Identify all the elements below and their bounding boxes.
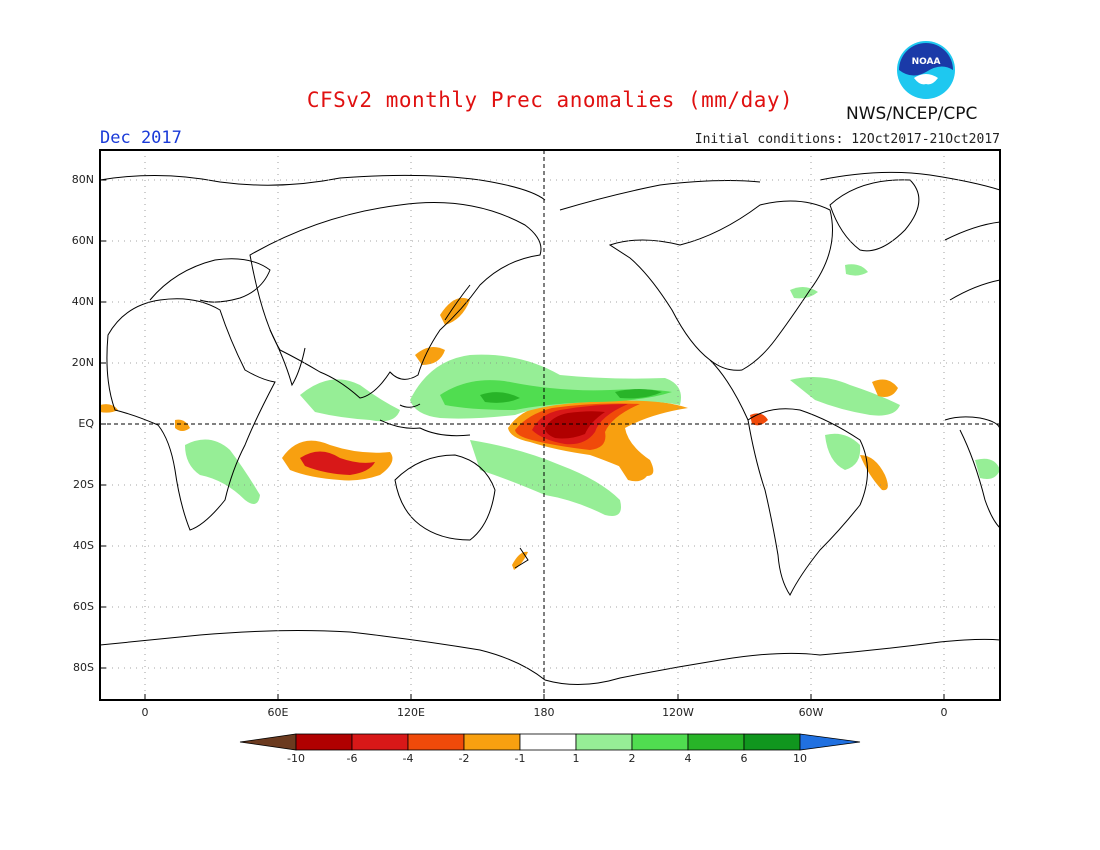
lon-label-0-west: 0 xyxy=(141,706,149,719)
agency-label: NWS/NCEP/CPC xyxy=(846,104,978,124)
noaa-logo: NOAA xyxy=(897,41,955,99)
anomaly-fields xyxy=(100,264,1000,570)
lat-label-eq: EQ xyxy=(78,417,94,430)
lon-label-60e: 60E xyxy=(267,706,289,719)
colorbar-label: 4 xyxy=(684,752,692,765)
map-title: CFSv2 monthly Prec anomalies (mm/day) xyxy=(306,88,794,112)
map-frame xyxy=(99,149,1001,701)
pacific-dry-center xyxy=(545,411,605,439)
indian-ocean-dry-core xyxy=(300,451,375,475)
south-pacific-dry xyxy=(615,458,650,482)
colorbar-label: 2 xyxy=(628,752,636,765)
colorbar-swatch-7 xyxy=(631,733,689,751)
coastlines xyxy=(99,171,1001,686)
initial-conditions: Initial conditions: 12Oct2017-21Oct2017 xyxy=(694,132,1000,147)
nz-dry xyxy=(512,551,528,570)
colorbar-swatch-4 xyxy=(463,733,521,751)
forecast-month: Dec 2017 xyxy=(100,128,182,148)
colorbar-label: 10 xyxy=(793,752,807,765)
africa-wet xyxy=(185,439,260,504)
atlantic-wet xyxy=(790,376,900,416)
colorbar-swatch-5 xyxy=(519,733,577,751)
europe-wet xyxy=(790,286,818,299)
lat-label-40s: 40S xyxy=(73,539,94,552)
west-pacific-wet-peak xyxy=(480,392,520,403)
lon-label-180: 180 xyxy=(533,706,555,719)
colorbar-swatch-gt-10 xyxy=(799,733,861,751)
west-africa-wet xyxy=(975,458,1000,479)
colorbar-swatch-3 xyxy=(407,733,465,751)
colorbar-swatch-9 xyxy=(743,733,801,751)
colorbar-swatch-6 xyxy=(575,733,633,751)
colorbar-label: -10 xyxy=(287,752,305,765)
colorbar xyxy=(239,733,861,751)
colorbar-swatch-8 xyxy=(687,733,745,751)
lat-label-60n: 60N xyxy=(71,234,94,247)
colorbar-label: 1 xyxy=(572,752,580,765)
central-pacific-wet-peak xyxy=(615,389,662,399)
lat-label-20n: 20N xyxy=(71,356,94,369)
atlantic-dry xyxy=(872,379,898,397)
lat-label-40n: 40N xyxy=(71,295,94,308)
lat-label-60s: 60S xyxy=(73,600,94,613)
japan-dry xyxy=(440,297,470,325)
colorbar-swatch-lt-10 xyxy=(239,733,297,751)
gulf-guinea-dry xyxy=(100,404,118,413)
colorbar-label: 6 xyxy=(740,752,748,765)
lat-label-80n: 80N xyxy=(71,173,94,186)
colorbar-label: -2 xyxy=(458,752,470,765)
lon-label-60w: 60W xyxy=(798,706,824,719)
lat-label-20s: 20S xyxy=(73,478,94,491)
graticule xyxy=(100,150,1000,700)
colorbar-label: -6 xyxy=(346,752,358,765)
lon-label-0-east: 0 xyxy=(940,706,948,719)
south-america-wet xyxy=(825,433,861,470)
brazil-dry xyxy=(860,455,888,491)
maritime-wet xyxy=(300,379,400,422)
south-pacific-wet xyxy=(470,440,621,516)
east-africa-dry xyxy=(175,419,190,431)
lon-label-120w: 120W xyxy=(662,706,694,719)
colorbar-label: -4 xyxy=(402,752,414,765)
scs-dry xyxy=(415,346,445,365)
colorbar-swatch-2 xyxy=(351,733,409,751)
lon-label-120e: 120E xyxy=(397,706,425,719)
noaa-logo-text: NOAA xyxy=(912,57,941,67)
lat-label-80s: 80S xyxy=(73,661,94,674)
north-atlantic-wet xyxy=(845,264,868,276)
colorbar-label: -1 xyxy=(514,752,526,765)
colorbar-swatch-1 xyxy=(295,733,353,751)
